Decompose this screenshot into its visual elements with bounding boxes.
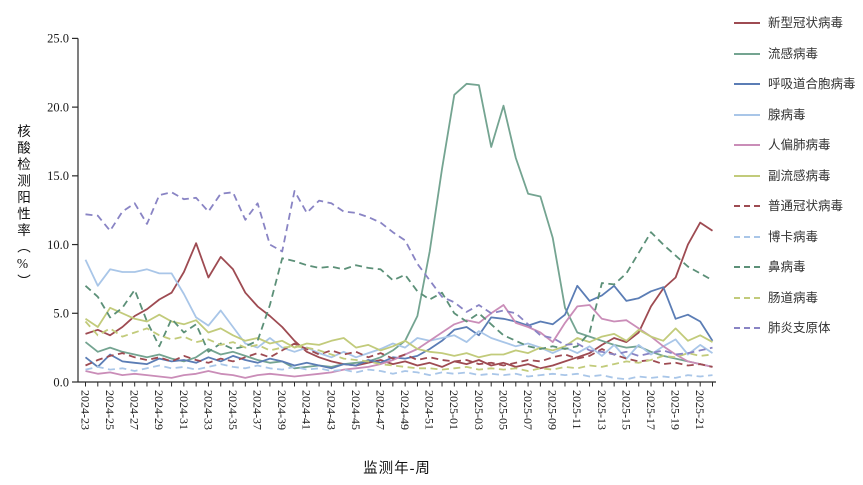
x-tick-label: 2025-11: [570, 390, 584, 430]
y-tick-label: 20.0: [47, 100, 69, 114]
x-tick-label: 2024-35: [226, 390, 240, 430]
legend-line-swatch: [734, 52, 760, 55]
legend-label: 人偏肺病毒: [768, 138, 831, 152]
legend-item: 新型冠状病毒: [733, 8, 863, 39]
series-line-肺炎支原体: [85, 190, 713, 357]
legend-item: 人偏肺病毒: [733, 130, 863, 161]
series-line-流感病毒: [84, 82, 713, 370]
legend-line-swatch: [734, 327, 760, 330]
legend-label: 鼻病毒: [768, 260, 806, 274]
x-tick-label: 2025-17: [644, 390, 658, 430]
legend-label: 呼吸道合胞病毒: [768, 77, 856, 91]
x-tick-label: 2024-41: [300, 390, 314, 430]
legend-label: 新型冠状病毒: [768, 16, 844, 30]
x-tick-label: 2024-37: [251, 390, 265, 430]
y-tick-label: 0.0: [53, 375, 69, 389]
x-tick-label: 2025-03: [472, 390, 486, 430]
x-tick-label: 2024-51: [423, 390, 437, 430]
x-tick-label: 2024-31: [177, 390, 191, 430]
series-line-肠道病毒: [84, 320, 713, 372]
legend-label: 肠道病毒: [768, 290, 819, 305]
x-tick-label: 2024-39: [275, 390, 289, 430]
x-tick-label: 2025-07: [521, 390, 535, 430]
legend-line-swatch: [734, 205, 760, 208]
legend-label: 肺炎支原体: [768, 321, 831, 335]
legend-item: 鼻病毒: [733, 252, 863, 283]
legend: 新型冠状病毒 流感病毒呼吸道合胞病毒 腺病毒人偏肺病毒副流感病毒普通冠状病毒 博卡病毒…: [733, 8, 863, 344]
series-line-博卡病毒: [85, 363, 713, 381]
series-line-新型冠状病毒: [85, 221, 713, 370]
legend-item: 肺炎支原体: [733, 313, 863, 344]
legend-item: 博卡病毒: [733, 222, 863, 253]
x-tick-label: 2024-45: [349, 390, 363, 430]
x-tick-label: 2025-05: [496, 390, 510, 430]
x-tick-label: 2025-21: [693, 390, 707, 430]
series-line-鼻病毒: [84, 231, 713, 353]
series-line-普通冠状病毒: [85, 342, 713, 368]
x-tick-label: 2024-43: [324, 390, 338, 430]
x-tick-label: 2024-29: [152, 390, 166, 430]
legend-item: 普通冠状病毒: [733, 191, 863, 222]
x-tick-label: 2025-01: [447, 390, 461, 430]
y-tick-label: 25.0: [47, 32, 69, 46]
y-axis-title: 核酸检测阳性率（%）: [15, 124, 30, 291]
x-tick-label: 2025-15: [619, 390, 633, 430]
legend-item: 流感病毒: [733, 39, 863, 70]
series-line-腺病毒: [84, 259, 713, 360]
x-tick-label: 2025-13: [595, 390, 609, 430]
legend-label: 腺病毒: [768, 107, 806, 122]
x-axis-title: 监测年-周: [363, 461, 431, 477]
x-tick-label: 2024-27: [128, 390, 142, 430]
x-tick-label: 2024-49: [398, 390, 412, 430]
y-tick-label: 10.0: [47, 238, 69, 252]
legend-label: 副流感病毒: [768, 168, 831, 183]
x-tick-label: 2025-19: [669, 390, 683, 430]
legend-item: 副流感病毒: [733, 161, 863, 192]
legend-item: 呼吸道合胞病毒: [733, 69, 863, 100]
y-tick-label: 5.0: [53, 307, 69, 321]
legend-line-swatch: [734, 83, 760, 86]
legend-line-swatch: [734, 296, 760, 299]
legend-line-swatch: [734, 235, 760, 238]
x-tick-label: 2024-47: [373, 390, 387, 430]
x-tick-label: 2025-09: [546, 390, 560, 430]
legend-line-swatch: [734, 22, 760, 25]
legend-item: 肠道病毒: [733, 283, 863, 314]
legend-item: 腺病毒: [733, 100, 863, 131]
x-tick-label: 2024-23: [78, 390, 92, 430]
legend-label: 普通冠状病毒: [768, 199, 844, 213]
series-line-副流感病毒: [85, 306, 713, 359]
legend-label: 博卡病毒: [768, 229, 819, 244]
y-tick-label: 15.0: [47, 169, 69, 183]
x-tick-label: 2024-25: [103, 390, 117, 430]
legend-line-swatch: [734, 113, 760, 116]
legend-label: 流感病毒: [768, 46, 819, 61]
legend-line-swatch: [734, 144, 760, 147]
legend-line-swatch: [734, 266, 760, 269]
x-tick-label: 2024-33: [201, 390, 215, 430]
legend-line-swatch: [734, 174, 760, 177]
